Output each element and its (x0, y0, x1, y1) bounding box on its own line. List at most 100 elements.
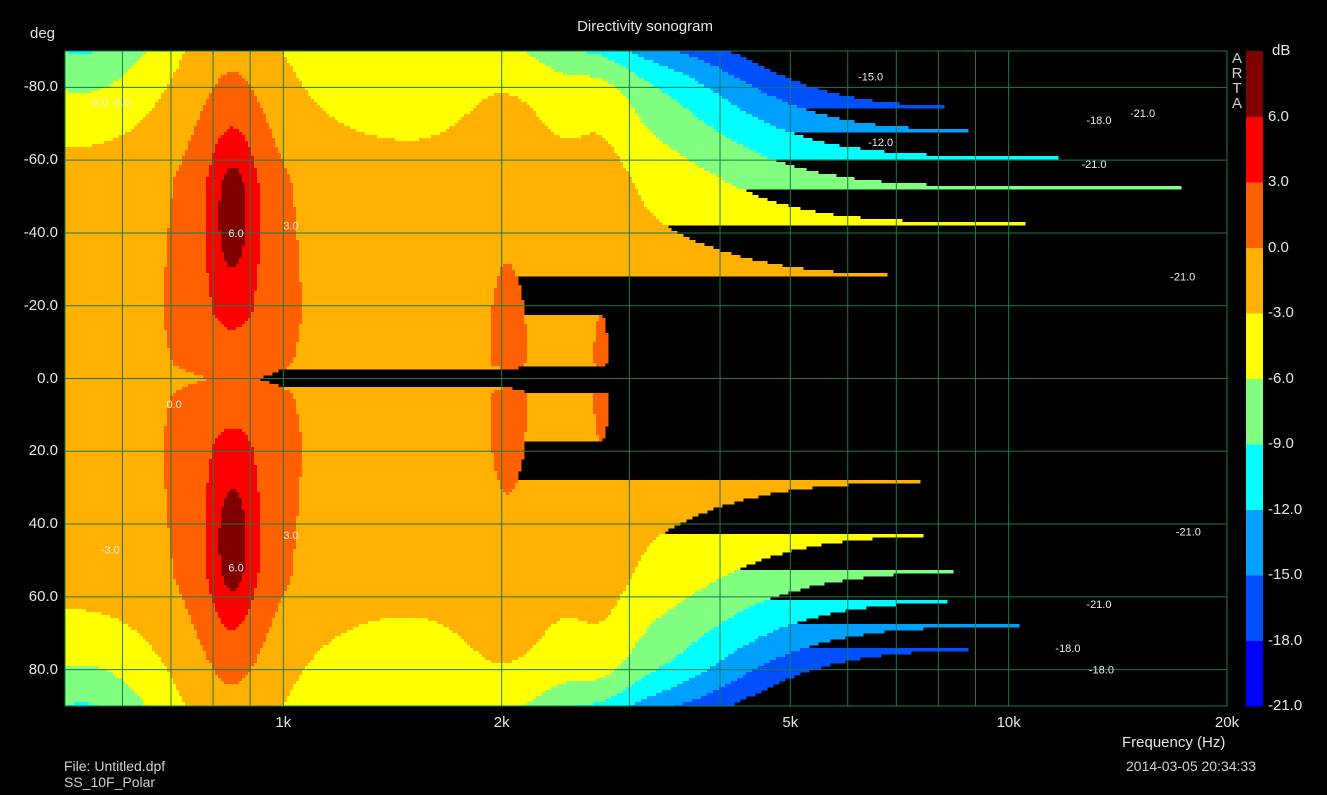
heatmap-cell (287, 57, 537, 61)
heatmap-cell (335, 117, 462, 121)
heatmap-cell (65, 660, 162, 664)
heatmap-cell (542, 636, 642, 640)
heatmap-cell (293, 195, 642, 199)
heatmap-cell (65, 477, 165, 481)
heatmap-cell (659, 534, 924, 538)
heatmap-cell (173, 564, 207, 568)
heatmap-cell (659, 138, 732, 142)
heatmap-cell (185, 600, 213, 604)
heatmap-cell (278, 609, 612, 613)
heatmap-cell (293, 186, 636, 190)
y-tick-label: -40.0 (23, 223, 58, 241)
heatmap-cell (167, 669, 216, 673)
heatmap-cell (65, 378, 207, 382)
contour-label: 6.0 (228, 228, 243, 240)
heatmap-cell (293, 183, 636, 187)
heatmap-cell (278, 603, 618, 607)
heatmap-cell (380, 618, 429, 622)
heatmap-cell (650, 543, 822, 547)
heatmap-cell (638, 561, 756, 565)
heatmap-cell (242, 255, 261, 259)
heatmap-cell (65, 54, 144, 58)
heatmap-cell (209, 279, 258, 283)
heatmap-cell (284, 162, 624, 166)
heatmap-cell (221, 234, 246, 238)
heatmap-cell (530, 648, 633, 652)
heatmap-cell (164, 456, 213, 460)
heatmap-cell (326, 111, 471, 115)
heatmap-cell (176, 69, 294, 73)
heatmap-cell (65, 219, 171, 223)
heatmap-cell (641, 636, 702, 640)
heatmap-cell (260, 648, 321, 652)
heatmap-cell (122, 678, 174, 682)
heatmap-cell (134, 126, 195, 130)
heatmap-cell (215, 150, 252, 154)
heatmap-cell (218, 318, 249, 322)
heatmap-cell (785, 654, 882, 658)
heatmap-cell (287, 60, 540, 64)
footer-date: 2014-03-05 20:34:33 (1126, 758, 1256, 774)
heatmap-cell (65, 609, 87, 613)
heatmap-cell (221, 573, 243, 577)
heatmap-cell (65, 567, 174, 571)
colorbar-segment (1246, 182, 1263, 248)
heatmap-cell (302, 321, 492, 325)
heatmap-cell (254, 297, 303, 301)
heatmap-cell (266, 117, 336, 121)
heatmap-cell (671, 660, 720, 664)
heatmap-cell (677, 99, 729, 103)
heatmap-cell (698, 165, 795, 169)
heatmap-cell (527, 423, 597, 427)
contour-label: -3.0 (101, 545, 120, 557)
heatmap-cell (668, 609, 744, 613)
heatmap-cell (734, 615, 819, 619)
heatmap-cell (725, 684, 774, 688)
heatmap-cell (209, 579, 225, 583)
heatmap-cell (188, 141, 219, 145)
colorbar-tick: -6.0 (1268, 369, 1294, 387)
heatmap-cell (65, 576, 174, 580)
heatmap-cell (65, 408, 168, 412)
heatmap-cell (65, 108, 153, 112)
heatmap-cell (620, 156, 687, 160)
heatmap-cell (185, 606, 216, 610)
heatmap-cell (260, 225, 297, 229)
heatmap-cell (212, 306, 255, 310)
heatmap-cell (491, 447, 525, 451)
heatmap-cell (137, 630, 198, 634)
heatmap-cell (653, 213, 834, 217)
heatmap-cell (221, 243, 246, 247)
heatmap-cell (65, 633, 141, 637)
heatmap-cell (296, 228, 672, 232)
heatmap-cell (785, 129, 969, 133)
heatmap-cell (65, 81, 114, 85)
heatmap-cell (290, 174, 630, 178)
heatmap-cell (248, 609, 279, 613)
heatmap-cell (164, 459, 210, 463)
heatmap-cell (596, 336, 609, 340)
heatmap-cell (251, 150, 279, 154)
heatmap-cell (632, 51, 681, 55)
heatmap-cell (167, 87, 213, 91)
heatmap-cell (293, 555, 642, 559)
heatmap-cell (221, 558, 246, 562)
heatmap-cell (275, 612, 612, 616)
heatmap-cell (281, 156, 621, 160)
heatmap-cell (299, 513, 699, 517)
heatmap-cell (218, 543, 246, 547)
heatmap-cell (305, 666, 618, 670)
heatmap-cell (269, 126, 351, 130)
heatmap-cell (137, 60, 180, 64)
heatmap-cell (524, 438, 600, 442)
heatmap-cell (302, 432, 492, 436)
heatmap-cell (206, 267, 258, 271)
heatmap-cell (659, 63, 711, 67)
heatmap-cell (479, 102, 528, 106)
heatmap-cell (254, 459, 303, 463)
heatmap-cell (782, 99, 873, 103)
heatmap-cell (254, 162, 285, 166)
heatmap-cell (245, 138, 276, 142)
heatmap-cell (602, 54, 639, 58)
heatmap-cell (212, 663, 255, 667)
